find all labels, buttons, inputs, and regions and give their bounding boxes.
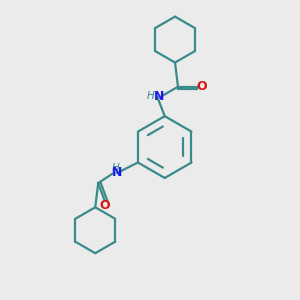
Text: O: O [196, 80, 206, 93]
Text: H: H [112, 163, 120, 172]
Text: H: H [147, 92, 155, 101]
Text: O: O [99, 199, 110, 212]
Text: N: N [154, 90, 164, 103]
Text: N: N [112, 166, 122, 179]
